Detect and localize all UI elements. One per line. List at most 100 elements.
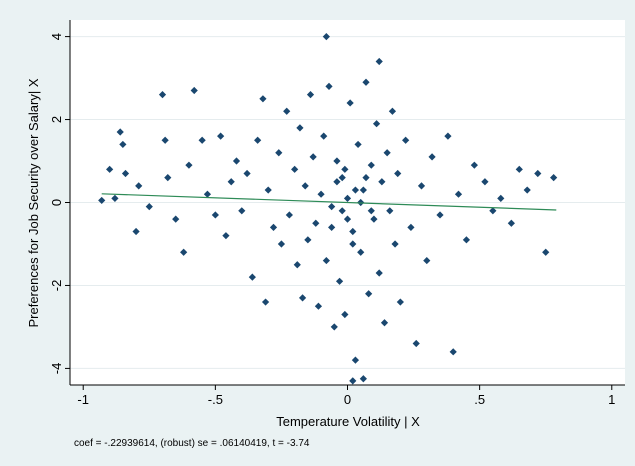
point	[343, 215, 352, 223]
point	[232, 157, 241, 165]
point	[217, 132, 225, 140]
point	[359, 375, 367, 383]
point	[372, 120, 381, 128]
point	[412, 339, 420, 348]
point	[283, 107, 291, 115]
point	[190, 86, 198, 95]
point	[158, 91, 167, 99]
point	[338, 174, 346, 182]
y-tick-label: 2	[49, 116, 64, 123]
point	[238, 207, 246, 215]
point	[320, 132, 328, 140]
point	[254, 136, 262, 144]
point	[328, 203, 336, 211]
point	[335, 277, 344, 285]
point	[351, 186, 360, 194]
x-tick-label: -1	[77, 392, 89, 407]
point	[285, 211, 293, 219]
x-tick-label: .5	[474, 392, 485, 407]
point	[391, 240, 399, 248]
point	[365, 290, 373, 298]
point	[222, 232, 230, 240]
x-axis-label: Temperature Volatility | X	[276, 414, 420, 429]
point	[357, 248, 365, 256]
point	[135, 182, 143, 190]
y-axis-label: Preferences for Job Security over Salary…	[26, 78, 41, 327]
point	[378, 178, 386, 186]
point	[436, 211, 444, 219]
point	[359, 186, 367, 194]
x-tick-label: 0	[344, 392, 351, 407]
point	[338, 207, 346, 215]
point	[185, 161, 193, 169]
point	[227, 178, 235, 186]
point	[333, 178, 341, 186]
point	[119, 140, 127, 149]
point	[161, 136, 169, 144]
point	[164, 174, 172, 182]
point	[304, 236, 312, 244]
point	[507, 219, 515, 227]
point	[351, 356, 360, 364]
point	[312, 219, 320, 227]
point	[277, 240, 286, 248]
point	[428, 153, 436, 161]
point	[534, 169, 542, 178]
point	[454, 190, 463, 198]
point	[341, 165, 349, 173]
point	[423, 256, 431, 265]
point	[481, 178, 489, 186]
point	[243, 169, 251, 178]
point	[296, 124, 304, 132]
point	[203, 190, 212, 198]
point	[330, 323, 338, 331]
point	[375, 269, 383, 277]
point	[489, 207, 497, 215]
point	[386, 207, 394, 215]
point	[407, 223, 415, 231]
point	[259, 95, 267, 103]
point	[180, 248, 188, 256]
point	[111, 194, 119, 202]
point	[346, 99, 354, 107]
point	[497, 194, 505, 202]
point	[132, 227, 140, 236]
point	[402, 136, 410, 144]
point	[116, 128, 124, 136]
y-tick-label: -4	[49, 363, 64, 375]
point	[121, 169, 130, 178]
point	[375, 57, 383, 66]
point	[341, 310, 349, 319]
point	[328, 223, 336, 231]
point	[550, 174, 558, 182]
point	[343, 194, 352, 202]
note: coef = -.22939614, (robust) se = .061404…	[74, 438, 310, 449]
point	[362, 78, 370, 86]
point	[515, 165, 523, 173]
x-tick-label: 1	[608, 392, 615, 407]
point	[198, 136, 206, 144]
point	[444, 132, 452, 140]
point	[145, 203, 153, 211]
y-tick-label: 4	[49, 33, 64, 40]
point	[362, 174, 370, 182]
point	[211, 211, 219, 219]
point	[298, 294, 307, 302]
point	[349, 377, 357, 385]
point	[314, 302, 323, 310]
point	[449, 348, 457, 356]
point	[248, 273, 256, 281]
point	[383, 149, 391, 157]
point	[293, 261, 301, 269]
point	[388, 107, 397, 115]
point	[349, 227, 357, 236]
point	[394, 169, 402, 178]
y-tick-label: -2	[49, 280, 64, 292]
point	[301, 182, 309, 190]
point	[325, 82, 333, 90]
point	[380, 319, 389, 327]
point	[261, 298, 270, 306]
point	[291, 165, 299, 173]
x-tick-label: -.5	[208, 392, 223, 407]
